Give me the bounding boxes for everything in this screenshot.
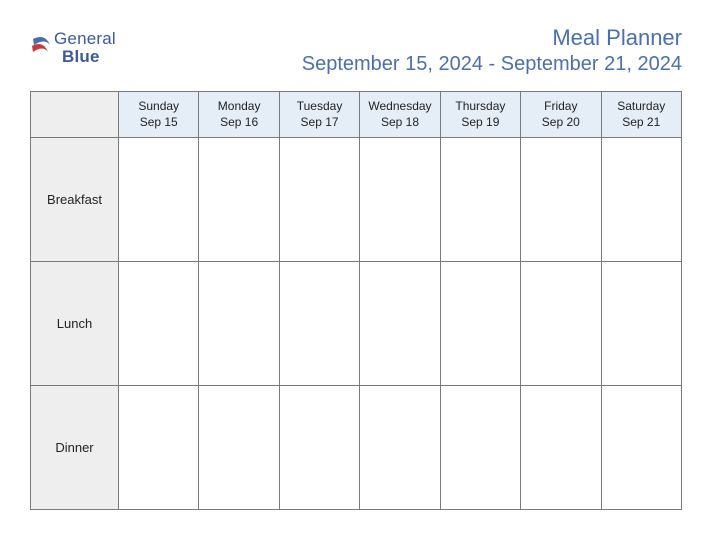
meal-cell[interactable]	[440, 261, 520, 385]
header: General Blue Meal Planner September 15, …	[30, 24, 682, 77]
day-date: Sep 17	[301, 115, 339, 129]
meal-cell[interactable]	[279, 385, 359, 509]
day-header: Monday Sep 16	[199, 91, 279, 137]
meal-cell[interactable]	[199, 261, 279, 385]
meal-cell[interactable]	[199, 385, 279, 509]
logo: General Blue	[30, 24, 116, 66]
day-header: Thursday Sep 19	[440, 91, 520, 137]
day-header: Sunday Sep 15	[119, 91, 199, 137]
meal-cell[interactable]	[360, 137, 440, 261]
meal-cell[interactable]	[440, 385, 520, 509]
meal-cell[interactable]	[119, 385, 199, 509]
day-header-row: SundaySep 15 MondaySep 16 TuesdaySep 17 …	[31, 91, 682, 137]
day-name: Saturday	[617, 99, 665, 113]
day-header: Wednesday Sep 18	[360, 91, 440, 137]
day-header: Saturday Sep 21	[601, 91, 681, 137]
table-body: Breakfast Lunch Dinner	[31, 137, 682, 509]
meal-cell[interactable]	[521, 137, 601, 261]
meal-cell[interactable]	[360, 261, 440, 385]
day-date: Sep 16	[220, 115, 258, 129]
day-date: Sep 19	[461, 115, 499, 129]
meal-row: Dinner	[31, 385, 682, 509]
meal-cell[interactable]	[279, 137, 359, 261]
day-date: Sep 18	[381, 115, 419, 129]
day-name: Tuesday	[297, 99, 343, 113]
meal-cell[interactable]	[601, 261, 681, 385]
day-name: Monday	[218, 99, 261, 113]
day-date: Sep 15	[140, 115, 178, 129]
meal-cell[interactable]	[199, 137, 279, 261]
day-name: Wednesday	[368, 99, 431, 113]
meal-cell[interactable]	[601, 385, 681, 509]
meal-cell[interactable]	[360, 385, 440, 509]
meal-label: Breakfast	[31, 137, 119, 261]
day-name: Sunday	[138, 99, 179, 113]
meal-planner-table: SundaySep 15 MondaySep 16 TuesdaySep 17 …	[30, 91, 682, 510]
meal-cell[interactable]	[521, 261, 601, 385]
title-block: Meal Planner September 15, 2024 - Septem…	[302, 24, 682, 77]
meal-row: Lunch	[31, 261, 682, 385]
meal-label: Lunch	[31, 261, 119, 385]
day-date: Sep 21	[622, 115, 660, 129]
meal-cell[interactable]	[601, 137, 681, 261]
day-header: Friday Sep 20	[521, 91, 601, 137]
logo-word1: General	[54, 29, 116, 48]
corner-cell	[31, 91, 119, 137]
day-header: Tuesday Sep 17	[279, 91, 359, 137]
meal-cell[interactable]	[440, 137, 520, 261]
meal-label: Dinner	[31, 385, 119, 509]
meal-cell[interactable]	[119, 261, 199, 385]
page-title: Meal Planner	[302, 24, 682, 52]
logo-swoosh-icon	[30, 33, 52, 63]
day-name: Thursday	[455, 99, 505, 113]
meal-row: Breakfast	[31, 137, 682, 261]
meal-planner-page: General Blue Meal Planner September 15, …	[0, 0, 712, 540]
meal-cell[interactable]	[279, 261, 359, 385]
meal-cell[interactable]	[119, 137, 199, 261]
meal-cell[interactable]	[521, 385, 601, 509]
date-range: September 15, 2024 - September 21, 2024	[302, 52, 682, 77]
table-head: SundaySep 15 MondaySep 16 TuesdaySep 17 …	[31, 91, 682, 137]
logo-text: General Blue	[54, 30, 116, 66]
day-date: Sep 20	[542, 115, 580, 129]
day-name: Friday	[544, 99, 577, 113]
logo-word2: Blue	[62, 47, 100, 66]
